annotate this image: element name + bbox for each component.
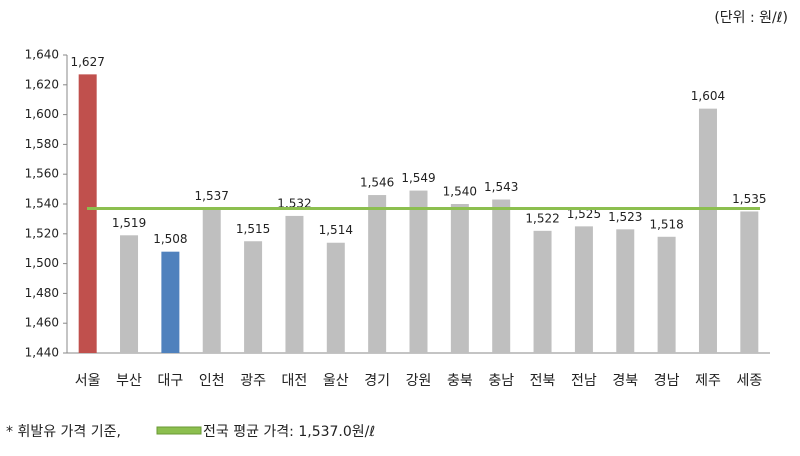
y-tick-label: 1,580 (25, 137, 59, 151)
x-tick-label: 경북 (612, 373, 638, 389)
bar (492, 199, 511, 353)
unit-note: (단위 : 원/ℓ) (714, 10, 788, 26)
data-label: 1,518 (649, 217, 683, 231)
x-tick-label: 울산 (323, 373, 349, 389)
data-label: 1,522 (525, 211, 559, 225)
legend-label: 전국 평균 가격: 1,537.0원/ℓ (203, 424, 375, 440)
bar (740, 211, 759, 353)
x-tick-label: 제주 (695, 373, 721, 389)
bar (78, 74, 97, 354)
y-tick-label: 1,620 (25, 77, 59, 91)
bar (574, 226, 593, 353)
legend-swatch (156, 426, 202, 435)
y-tick-label: 1,480 (25, 286, 59, 300)
x-tick-label: 부산 (116, 373, 142, 389)
y-tick-label: 1,640 (25, 48, 59, 62)
x-tick-label: 전남 (571, 373, 597, 389)
bar (202, 208, 221, 353)
data-label: 1,515 (236, 222, 270, 236)
data-label: 1,523 (608, 210, 642, 224)
x-tick-label: 강원 (406, 373, 432, 389)
bar (450, 204, 469, 353)
data-label: 1,543 (484, 180, 518, 194)
data-label: 1,508 (153, 232, 187, 246)
y-tick-label: 1,500 (25, 256, 59, 270)
bar (244, 241, 263, 353)
x-tick-label: 경기 (364, 373, 390, 389)
x-tick-label: 전북 (530, 373, 556, 389)
bar (120, 235, 139, 353)
x-tick-label: 충북 (447, 373, 473, 389)
x-tick-label: 대구 (157, 373, 183, 389)
y-tick-label: 1,600 (25, 107, 59, 121)
bar (409, 190, 428, 353)
bar (368, 195, 387, 353)
data-label: 1,514 (319, 223, 353, 237)
x-tick-label: 충남 (488, 373, 514, 389)
data-label: 1,535 (732, 192, 766, 206)
data-label: 1,546 (360, 176, 394, 190)
y-tick-label: 1,540 (25, 197, 59, 211)
x-tick-label: 대전 (282, 373, 308, 389)
data-label: 1,519 (112, 216, 146, 230)
data-label: 1,525 (567, 207, 601, 221)
data-label: 1,604 (691, 89, 725, 103)
data-label: 1,532 (277, 196, 311, 210)
data-label: 1,549 (401, 171, 435, 185)
bar (533, 230, 552, 353)
x-tick-label: 세종 (736, 373, 762, 389)
bar (616, 229, 635, 353)
bar (657, 236, 676, 353)
bar (285, 215, 304, 353)
footnote: * 휘발유 가격 기준, (6, 424, 121, 440)
y-tick-label: 1,460 (25, 316, 59, 330)
y-tick-label: 1,440 (25, 346, 59, 360)
x-tick-label: 경남 (654, 373, 680, 389)
bar (698, 108, 717, 353)
x-tick-label: 광주 (240, 373, 266, 389)
y-tick-label: 1,520 (25, 226, 59, 240)
x-tick-label: 서울 (75, 373, 101, 389)
y-tick-label: 1,560 (25, 167, 59, 181)
bar (161, 251, 180, 353)
data-label: 1,540 (443, 185, 477, 199)
data-label: 1,537 (195, 189, 229, 203)
bar (326, 242, 345, 353)
data-label: 1,627 (70, 55, 104, 69)
x-tick-label: 인천 (199, 373, 225, 389)
